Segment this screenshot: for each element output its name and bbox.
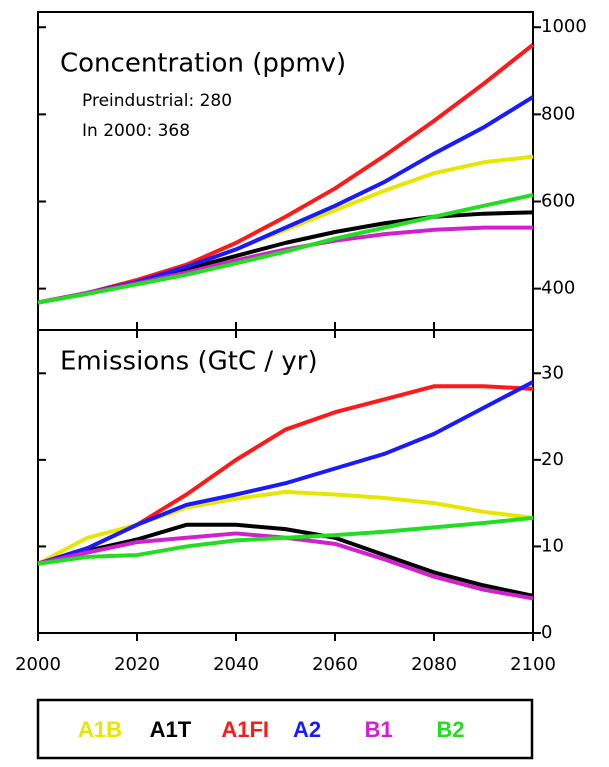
x-tick-label: 2060 bbox=[312, 654, 358, 675]
legend-entry: A2 bbox=[293, 717, 321, 742]
series-line bbox=[37, 225, 533, 305]
annotation: In 2000: 368 bbox=[82, 121, 190, 141]
series-line bbox=[37, 380, 534, 566]
series-line bbox=[37, 515, 534, 566]
legend-box bbox=[36, 698, 534, 760]
panel-title: Emissions (GtC / yr) bbox=[60, 347, 318, 377]
x-tick-label: 2100 bbox=[510, 654, 556, 675]
y-tick-label: 600 bbox=[541, 190, 575, 211]
legend-entry: A1T bbox=[150, 717, 192, 742]
y-tick-label: 1000 bbox=[541, 16, 587, 37]
x-tick-label: 2080 bbox=[411, 654, 457, 675]
legend-entry: B1 bbox=[365, 717, 393, 742]
series-line bbox=[37, 489, 534, 566]
series-line bbox=[37, 43, 535, 305]
y-tick-label: 20 bbox=[541, 449, 564, 470]
series-line bbox=[37, 522, 534, 598]
legend-entry: B2 bbox=[436, 717, 464, 742]
legend-entry: A1B bbox=[78, 717, 122, 742]
y-tick-label: 400 bbox=[541, 278, 575, 299]
x-tick-label: 2020 bbox=[114, 654, 160, 675]
x-tick-label: 2040 bbox=[213, 654, 259, 675]
series-line bbox=[37, 193, 534, 305]
y-tick-label: 800 bbox=[541, 103, 575, 124]
y-tick-label: 30 bbox=[541, 362, 564, 383]
y-tick-label: 0 bbox=[541, 622, 552, 643]
legend-entry: A1FI bbox=[221, 717, 269, 742]
annotation: Preindustrial: 280 bbox=[82, 91, 232, 111]
panel-title: Concentration (ppmv) bbox=[60, 49, 346, 79]
x-tick-label: 2000 bbox=[15, 654, 61, 675]
y-tick-label: 10 bbox=[541, 535, 564, 556]
